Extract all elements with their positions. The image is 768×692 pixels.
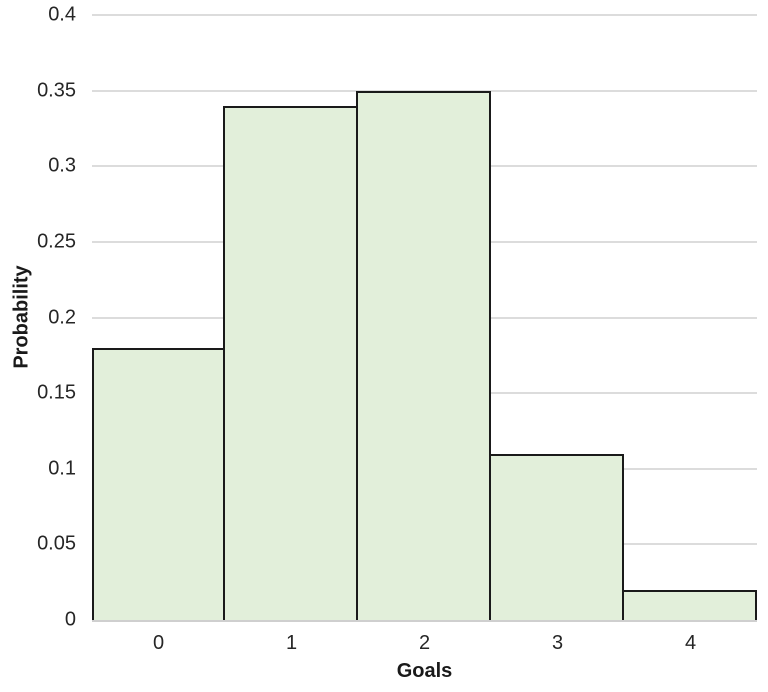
gridline: [92, 89, 757, 92]
y-tick-label: 0.05: [37, 532, 76, 555]
bar-goals-4: [622, 590, 757, 620]
gridline: [92, 14, 757, 16]
x-tick-label: 0: [152, 632, 165, 654]
x-axis-tick-labels: 0 1 2 3 4: [92, 630, 757, 656]
y-axis-tick-labels: 0 0.05 0.1 0.15 0.2 0.25 0.3 0.35 0.4: [0, 4, 76, 631]
plot-area: [92, 14, 757, 622]
y-tick-label: 0.2: [48, 306, 76, 328]
x-tick-label: 1: [285, 632, 298, 654]
bar-goals-3: [489, 454, 624, 620]
bar-goals-1: [223, 106, 358, 620]
y-tick-label: 0.4: [48, 3, 76, 26]
y-tick-label: 0.35: [37, 79, 76, 102]
y-tick-label: 0: [64, 608, 76, 631]
x-tick-label: 4: [684, 632, 697, 654]
x-tick-label: 2: [418, 632, 431, 654]
x-tick-label: 3: [551, 632, 564, 654]
y-tick-label: 0.1: [48, 457, 76, 480]
bar-goals-0: [92, 348, 225, 620]
y-tick-label: 0.15: [37, 381, 76, 404]
x-axis-title: Goals: [396, 660, 453, 682]
y-tick-label: 0.3: [48, 154, 76, 177]
y-tick-label: 0.25: [37, 230, 76, 253]
bar-goals-2: [356, 91, 491, 620]
